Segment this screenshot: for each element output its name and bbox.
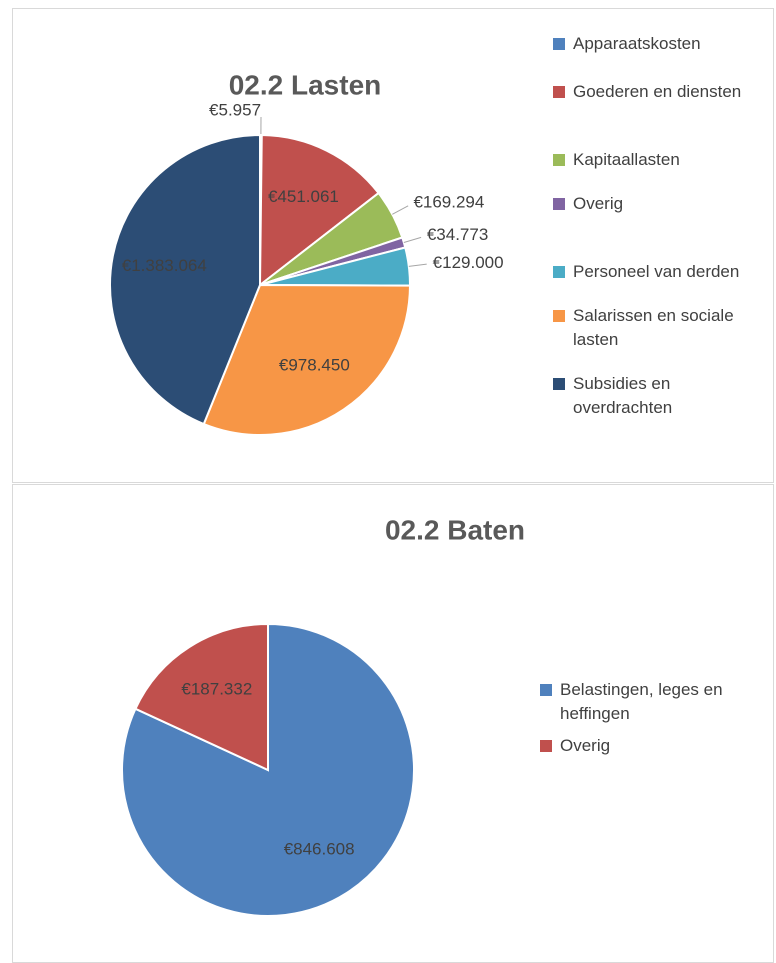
leader-line xyxy=(392,205,409,215)
data-label: €846.608 xyxy=(284,839,355,858)
data-label: €129.000 xyxy=(433,253,504,272)
legend-entry: Belastingen, leges en heffingen xyxy=(540,678,750,726)
chart-title: 02.2 Baten xyxy=(385,514,525,545)
data-label: €1.383.064 xyxy=(122,256,207,275)
legend-label: Salarissen en sociale lasten xyxy=(573,306,734,349)
data-label: €5.957 xyxy=(209,100,261,119)
legend-swatch xyxy=(553,86,565,98)
legend-label: Personeel van derden xyxy=(573,262,740,281)
legend-entry: Overig xyxy=(553,192,763,216)
legend-entry: Salarissen en sociale lasten xyxy=(553,304,763,352)
pie-slice xyxy=(258,133,380,288)
legend-entry: Personeel van derden xyxy=(553,260,763,284)
legend-label: Belastingen, leges en heffingen xyxy=(560,680,723,723)
legend-entry: Overig xyxy=(540,734,750,758)
legend-swatch xyxy=(540,740,552,752)
legend-entry: Subsidies en overdrachten xyxy=(553,372,763,420)
legend-label: Overig xyxy=(560,736,611,755)
legend-swatch xyxy=(553,266,565,278)
pie-slice xyxy=(202,283,412,436)
data-label: €187.332 xyxy=(181,680,252,699)
legend-swatch xyxy=(553,154,565,166)
data-label: €34.773 xyxy=(427,225,488,244)
legend-label: Subsidies en overdrachten xyxy=(573,374,673,417)
legend-entry: Kapitaallasten xyxy=(553,148,763,172)
legend-label: Overig xyxy=(573,194,624,213)
legend-swatch xyxy=(553,310,565,322)
pie-slice xyxy=(109,133,261,426)
pie-slice xyxy=(134,622,269,772)
chart-title: 02.2 Lasten xyxy=(229,69,382,100)
data-label: €451.061 xyxy=(268,187,339,206)
leader-line xyxy=(403,236,422,243)
legend-label: Kapitaallasten xyxy=(573,150,680,169)
chart-frame xyxy=(12,8,774,483)
legend: Belastingen, leges en heffingen Overig xyxy=(540,678,750,758)
data-label: €169.294 xyxy=(413,192,484,211)
legend-swatch xyxy=(553,378,565,390)
legend-entry: Goederen en diensten xyxy=(553,80,763,104)
data-label: €978.450 xyxy=(279,355,350,374)
legend-label: Apparaatskosten xyxy=(573,34,701,53)
legend-entry: Apparaatskosten xyxy=(553,32,763,56)
legend: Apparaatskosten Goederen en diensten Kapit… xyxy=(553,32,763,420)
leader-line xyxy=(408,263,427,267)
legend-label: Goederen en diensten xyxy=(573,82,742,101)
legend-swatch xyxy=(553,198,565,210)
legend-swatch xyxy=(553,38,565,50)
legend-swatch xyxy=(540,684,552,696)
